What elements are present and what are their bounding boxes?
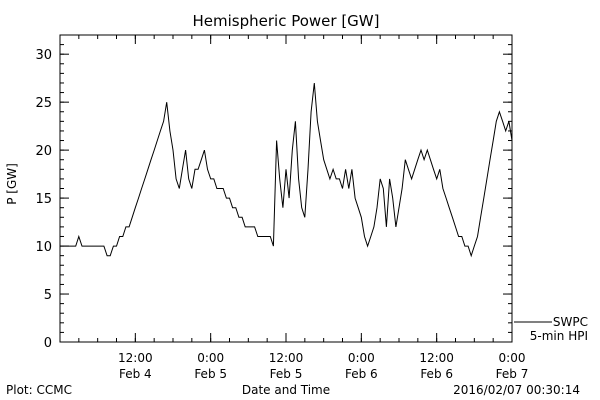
x-tick-time-label: 12:00 <box>419 351 454 365</box>
y-tick-label: 5 <box>44 288 52 303</box>
x-tick-time-label: 12:00 <box>118 351 153 365</box>
x-tick-time-label: 0:00 <box>499 351 526 365</box>
y-tick-label: 10 <box>35 240 52 255</box>
x-axis-label: Date and Time <box>242 383 330 397</box>
footer-plot-credit: Plot: CCMC <box>6 383 72 397</box>
x-tick-date-label: Feb 4 <box>119 367 152 381</box>
y-tick-label: 25 <box>35 96 52 111</box>
x-tick-date-label: Feb 6 <box>345 367 378 381</box>
x-tick-date-label: Feb 5 <box>270 367 303 381</box>
y-axis-label: P [GW] <box>5 163 19 205</box>
legend-label-hpi: 5-min HPI <box>530 329 588 343</box>
y-tick-label: 30 <box>35 48 52 63</box>
plot-frame <box>59 34 513 343</box>
y-tick-label: 15 <box>35 192 52 207</box>
x-tick-time-label: 0:00 <box>348 351 375 365</box>
footer-timestamp: 2016/02/07 00:30:14 <box>453 383 580 397</box>
y-tick-label: 20 <box>35 144 52 159</box>
plot-axes: 0 5 10 15 20 25 30 12:00 Feb 4 0:00 Feb 5 12:00 Feb … <box>35 34 529 381</box>
x-tick-time-label: 0:00 <box>197 351 224 365</box>
y-tick-label: 0 <box>44 336 52 351</box>
chart-title: Hemispheric Power [GW] <box>193 12 380 30</box>
x-tick-date-label: Feb 7 <box>496 367 529 381</box>
series-layer <box>60 63 513 258</box>
series-line-swpc <box>60 63 513 258</box>
x-tick-date-label: Feb 6 <box>420 367 453 381</box>
legend-label-swpc: SWPC <box>553 315 588 329</box>
x-tick-date-label: Feb 5 <box>194 367 227 381</box>
x-tick-time-label: 12:00 <box>269 351 304 365</box>
